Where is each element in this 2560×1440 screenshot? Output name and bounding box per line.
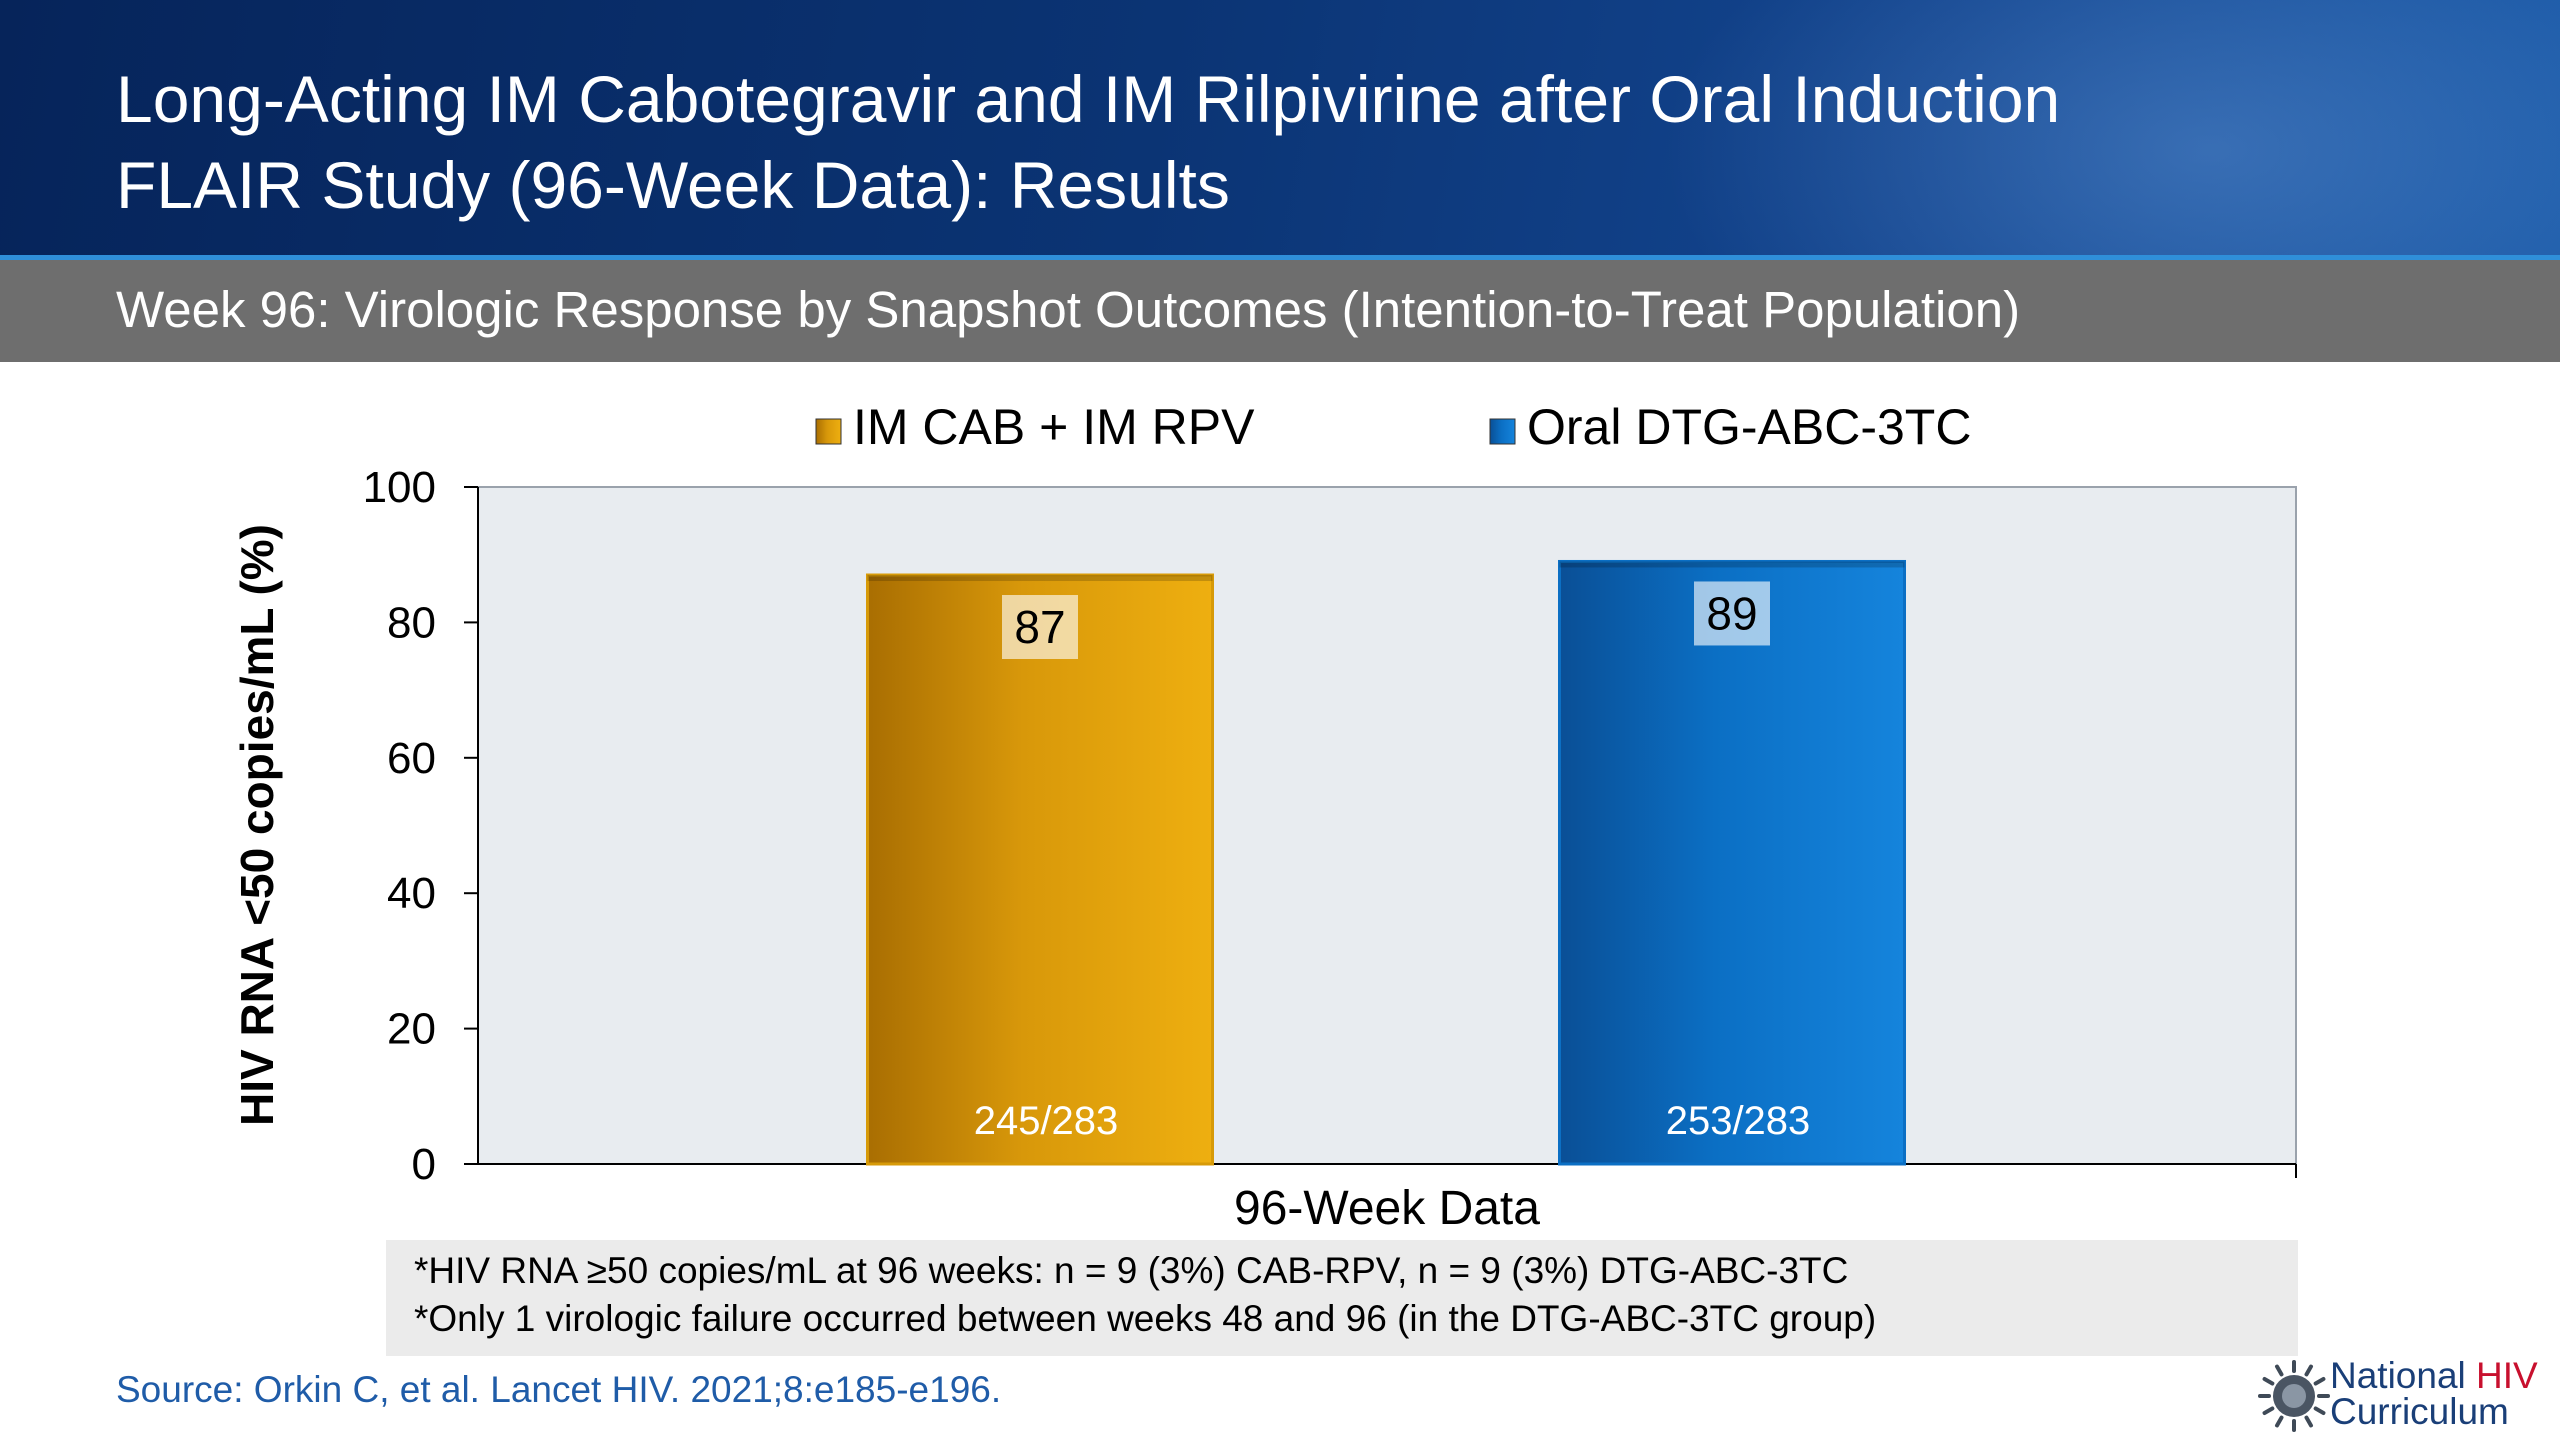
y-tick-label: 40 (387, 869, 436, 918)
bar-2 (1558, 559, 1906, 1166)
bar-1-bevel (867, 575, 1213, 582)
logo-ray (2313, 1406, 2326, 1415)
logo-ray (2313, 1377, 2326, 1386)
bar-2-count-label: 253/283 (1666, 1099, 1811, 1143)
header-banner: Long-Acting IM Cabotegravir and IM Rilpi… (0, 0, 2560, 255)
plot-area (477, 486, 2297, 1165)
footnote-line-2: *Only 1 virologic failure occurred betwe… (414, 1298, 1877, 1339)
y-tick-label: 80 (387, 598, 436, 647)
bar-2-value-label: 89 (1706, 587, 1757, 639)
bar-2-value-box (1694, 581, 1770, 646)
y-axis: 0 20 40 60 80 100 (363, 463, 2297, 1189)
y-tick-label: 0 (412, 1140, 436, 1189)
bar-1-count-label: 245/283 (974, 1099, 1119, 1143)
logo-ray (2262, 1377, 2275, 1386)
header-divider (0, 255, 2560, 260)
bars-group: 87 245/283 89 253/283 (866, 559, 1906, 1166)
y-axis-label: HIV RNA <50 copies/mL (%) (231, 524, 283, 1126)
national-hiv-curriculum-logo: National HIV Curriculum (2256, 1356, 2556, 1436)
legend: IM CAB + IM RPV Oral DTG-ABC-3TC (815, 399, 1971, 455)
legend-swatch-1 (815, 418, 842, 445)
logo-text-hiv: HIV (2476, 1355, 2538, 1396)
logo-ray (2304, 1415, 2313, 1428)
subtitle-bar: Week 96: Virologic Response by Snapshot … (0, 260, 2560, 362)
bar-1-value-box (1002, 595, 1078, 660)
source-citation: Source: Orkin C, et al. Lancet HIV. 2021… (116, 1369, 1002, 1410)
logo-ray (2275, 1415, 2284, 1428)
logo-ray (2304, 1364, 2313, 1377)
header-glow (1660, 0, 2560, 255)
x-axis-label: 96-Week Data (1234, 1182, 1540, 1235)
y-tick-label: 20 (387, 1005, 436, 1054)
y-tick-label: 60 (387, 734, 436, 783)
logo-text-line2: Curriculum (2330, 1391, 2509, 1432)
footnote-box: *HIV RNA ≥50 copies/mL at 96 weeks: n = … (386, 1240, 2298, 1356)
legend-label-1: IM CAB + IM RPV (853, 399, 1255, 455)
logo-text-national: National (2330, 1355, 2477, 1396)
slide-subtitle: Week 96: Virologic Response by Snapshot … (116, 281, 2021, 338)
slide-title: Long-Acting IM Cabotegravir and IM Rilpi… (116, 56, 2416, 228)
logo-ray (2262, 1406, 2275, 1415)
legend-swatch-2 (1489, 418, 1516, 445)
bar-1-value-label: 87 (1014, 601, 1065, 653)
y-tick-label: 100 (363, 463, 436, 512)
footnote-line-1: *HIV RNA ≥50 copies/mL at 96 weeks: n = … (414, 1250, 1849, 1291)
logo-ray (2275, 1364, 2284, 1377)
gear-sun-icon (2258, 1360, 2330, 1432)
bar-1 (866, 573, 1214, 1166)
slide-title-line2: FLAIR Study (96-Week Data): Results (116, 148, 1230, 222)
bar-2-bevel (1559, 561, 1905, 568)
logo-text-line1: National HIV (2330, 1356, 2538, 1396)
legend-label-2: Oral DTG-ABC-3TC (1527, 399, 1971, 455)
slide-title-line1: Long-Acting IM Cabotegravir and IM Rilpi… (116, 62, 2061, 136)
